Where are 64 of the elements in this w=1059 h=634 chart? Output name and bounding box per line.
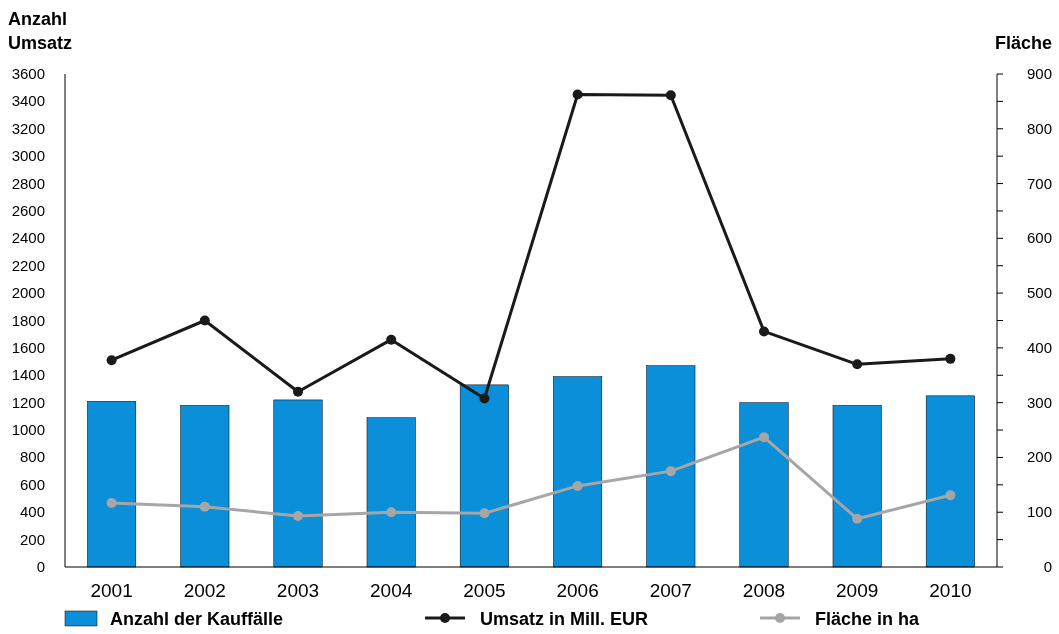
point xyxy=(106,497,117,508)
point xyxy=(572,89,583,100)
y-tick-label: 2400 xyxy=(11,229,45,247)
x-tick-label: 2008 xyxy=(742,580,786,601)
point xyxy=(106,355,117,366)
point xyxy=(386,507,397,518)
point xyxy=(665,466,676,477)
point xyxy=(945,353,956,364)
y-tick-label: 2600 xyxy=(11,201,45,219)
y2-axis-title: Fläche xyxy=(994,33,1052,53)
y2-tick-label: 300 xyxy=(1026,393,1052,411)
y2-tick-label: 700 xyxy=(1026,174,1052,192)
y-tick-label: 3200 xyxy=(11,119,45,137)
y2-tick-label: 900 xyxy=(1026,65,1052,82)
y2-tick-label: 800 xyxy=(1026,119,1052,137)
y-tick-label: 400 xyxy=(19,503,45,521)
y-tick-label: 3600 xyxy=(11,65,45,82)
point xyxy=(386,334,397,345)
point xyxy=(852,513,863,524)
x-tick-label: 2001 xyxy=(90,580,133,601)
y-tick-label: 200 xyxy=(19,530,45,548)
point xyxy=(479,393,490,404)
x-tick-label: 2007 xyxy=(649,580,692,601)
legend-label: Fläche in ha xyxy=(815,609,921,629)
y2-tick-label: 600 xyxy=(1026,229,1052,247)
x-tick-label: 2002 xyxy=(183,580,226,601)
y-tick-label: 2800 xyxy=(11,174,45,192)
y-tick-label: 800 xyxy=(19,448,45,466)
y2-tick-label: 400 xyxy=(1026,338,1052,356)
x-tick-label: 2009 xyxy=(836,580,879,601)
y-tick-label: 2200 xyxy=(11,256,45,274)
point xyxy=(945,490,956,501)
y2-tick-label: 100 xyxy=(1026,503,1052,521)
x-tick-label: 2003 xyxy=(276,580,320,601)
y-tick-label: 2000 xyxy=(11,284,45,302)
point xyxy=(572,480,583,491)
x-tick-label: 2010 xyxy=(929,580,972,601)
point xyxy=(759,432,769,443)
point xyxy=(479,508,490,519)
y2-tick-label: 0 xyxy=(1043,558,1052,575)
y-tick-label: 0 xyxy=(36,558,45,575)
point xyxy=(665,90,676,101)
point xyxy=(852,359,863,370)
x-tick-label: 2005 xyxy=(463,580,506,601)
y-axis-title: Anzahl Umsatz xyxy=(8,9,73,53)
y2-tick-label: 500 xyxy=(1026,284,1052,302)
y-tick-label: 1200 xyxy=(11,393,45,411)
y-tick-label: 1600 xyxy=(11,338,45,356)
legend-label: Umsatz in Mill. EUR xyxy=(480,609,649,629)
x-tick-label: 2004 xyxy=(370,580,413,601)
x-tick-label: 2006 xyxy=(556,580,599,601)
point xyxy=(759,326,769,337)
point xyxy=(293,386,303,397)
y2-tick-label: 200 xyxy=(1026,448,1052,466)
y-tick-label: 1400 xyxy=(11,366,45,384)
y-tick-label: 3000 xyxy=(11,147,45,165)
y-tick-label: 3400 xyxy=(11,92,45,110)
point xyxy=(199,501,210,512)
y-tick-label: 600 xyxy=(19,475,45,493)
y-tick-label: 1000 xyxy=(11,421,45,439)
legend-label: Anzahl der Kauffälle xyxy=(110,609,284,629)
y-tick-label: 1800 xyxy=(11,311,45,329)
point xyxy=(199,315,210,326)
point xyxy=(293,511,303,522)
